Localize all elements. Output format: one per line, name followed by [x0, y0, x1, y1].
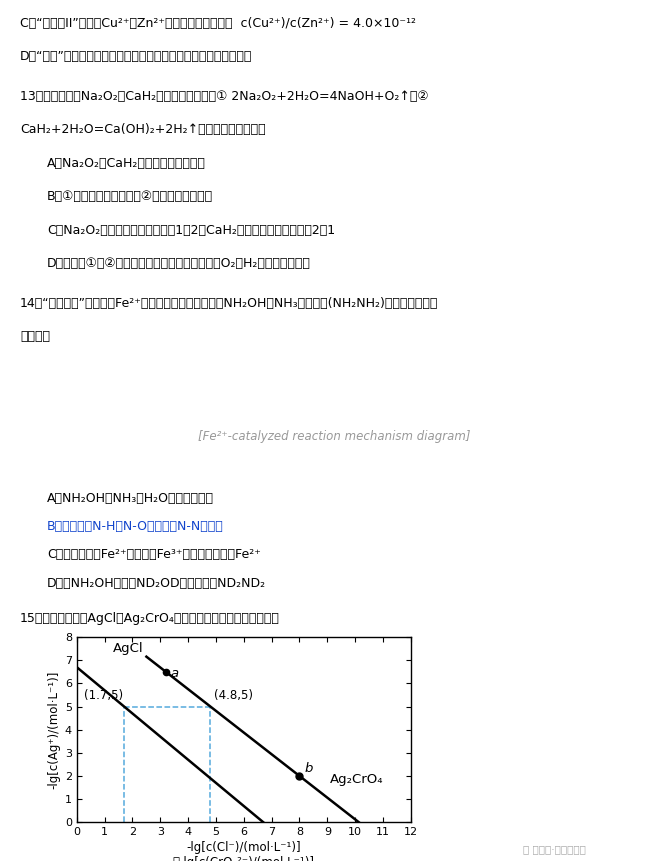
Text: 14．“胼合成酶”以其中的Fe²⁺配合物为催化中心，可将NH₂OH与NH₃转化为胼(NH₂NH₂)，其反应历程如: 14．“胼合成酶”以其中的Fe²⁺配合物为催化中心，可将NH₂OH与NH₃转化为…	[20, 296, 438, 310]
Text: B．①中水发生氧化反应，②中水发生还原反应: B．①中水发生氧化反应，②中水发生还原反应	[47, 190, 213, 203]
Text: AgCl: AgCl	[113, 642, 144, 655]
Text: D．将NH₂OH替换为ND₂OD，反应可得ND₂ND₂: D．将NH₂OH替换为ND₂OD，反应可得ND₂ND₂	[47, 577, 266, 590]
Text: D．“出水”经阴离子交换树脂软化处理后，可用作工业冷却循环用水: D．“出水”经阴离子交换树脂软化处理后，可用作工业冷却循环用水	[20, 50, 253, 64]
Text: 13．离子化合物Na₂O₂和CaH₂与水的反应分别为① 2Na₂O₂+2H₂O=4NaOH+O₂↑；②: 13．离子化合物Na₂O₂和CaH₂与水的反应分别为① 2Na₂O₂+2H₂O=…	[20, 90, 429, 102]
Text: A．Na₂O₂、CaH₂中均有非极性共价键: A．Na₂O₂、CaH₂中均有非极性共价键	[47, 157, 206, 170]
Text: D．当反应①和②中转移的电子数相同时，产生的O₂和H₂的物质的量相同: D．当反应①和②中转移的电子数相同时，产生的O₂和H₂的物质的量相同	[47, 257, 311, 270]
Text: C．“沉淠池II”中，当Cu²⁺和Zn²⁺完全沉淠时，溶液中  c(Cu²⁺)/c(Zn²⁺) = 4.0×10⁻¹²: C．“沉淠池II”中，当Cu²⁺和Zn²⁺完全沉淠时，溶液中 c(Cu²⁺)/c…	[20, 16, 416, 30]
Text: a: a	[171, 666, 179, 679]
Text: b: b	[305, 762, 313, 775]
Text: A．NH₂OH、NH₃和H₂O均为极性分子: A．NH₂OH、NH₃和H₂O均为极性分子	[47, 492, 214, 505]
Text: (1.7,5): (1.7,5)	[84, 690, 123, 703]
Text: C．催化中心的Fe²⁺被氧化为Fe³⁺，后又被还原为Fe²⁺: C．催化中心的Fe²⁺被氧化为Fe³⁺，后又被还原为Fe²⁺	[47, 548, 261, 561]
Text: CaH₂+2H₂O=Ca(OH)₂+2H₂↑。下列说法正确的是: CaH₂+2H₂O=Ca(OH)₂+2H₂↑。下列说法正确的是	[20, 123, 266, 136]
Text: (4.8,5): (4.8,5)	[214, 690, 253, 703]
Text: B．反应涉及N-H、N-O键断裂和N-N键生成: B．反应涉及N-H、N-O键断裂和N-N键生成	[47, 520, 224, 534]
Text: 📱 公众号·文学与化学: 📱 公众号·文学与化学	[523, 844, 586, 854]
Text: C．Na₂O₂中阴、阳离子个数比为1：2，CaH₂中阴、阳离子个数比为2：1: C．Na₂O₂中阴、阳离子个数比为1：2，CaH₂中阴、阳离子个数比为2：1	[47, 224, 335, 237]
Text: 下所示。: 下所示。	[20, 330, 50, 344]
Text: [Fe²⁺-catalyzed reaction mechanism diagram]: [Fe²⁺-catalyzed reaction mechanism diagr…	[198, 430, 470, 443]
Text: Ag₂CrO₄: Ag₂CrO₄	[330, 773, 383, 786]
Y-axis label: -lg[c(Ag⁺)/(mol·L⁻¹)]: -lg[c(Ag⁺)/(mol·L⁻¹)]	[47, 671, 61, 789]
X-axis label: -lg[c(Cl⁻)/(mol·L⁻¹)]
或-lg[c(CrO₄²⁻)/(mol·L⁻¹)]: -lg[c(Cl⁻)/(mol·L⁻¹)] 或-lg[c(CrO₄²⁻)/(mo…	[173, 841, 315, 861]
Text: 15．一定温度下，AgCl和Ag₂CrO₄的沉淠溶解平衡曲线如图所示。: 15．一定温度下，AgCl和Ag₂CrO₄的沉淠溶解平衡曲线如图所示。	[20, 612, 280, 625]
